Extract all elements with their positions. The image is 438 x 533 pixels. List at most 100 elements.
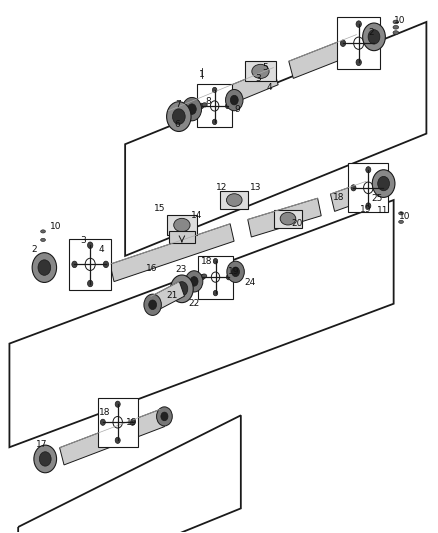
Circle shape bbox=[356, 21, 361, 27]
Circle shape bbox=[340, 40, 346, 46]
Circle shape bbox=[212, 87, 217, 93]
Text: 2: 2 bbox=[369, 28, 374, 37]
Text: 7: 7 bbox=[175, 100, 181, 109]
Text: 4: 4 bbox=[266, 83, 272, 92]
Text: 19: 19 bbox=[360, 205, 371, 214]
Text: 10: 10 bbox=[49, 222, 61, 231]
Text: 11: 11 bbox=[377, 206, 389, 215]
Circle shape bbox=[366, 167, 371, 173]
Circle shape bbox=[212, 119, 217, 125]
Circle shape bbox=[166, 102, 191, 132]
Ellipse shape bbox=[174, 219, 190, 232]
Text: 10: 10 bbox=[399, 212, 410, 221]
Circle shape bbox=[156, 407, 172, 426]
Circle shape bbox=[72, 261, 77, 268]
Ellipse shape bbox=[399, 220, 403, 223]
Polygon shape bbox=[60, 409, 164, 465]
Bar bbox=[169, 231, 195, 243]
Circle shape bbox=[372, 40, 377, 46]
Circle shape bbox=[230, 95, 238, 105]
Bar bbox=[245, 61, 276, 82]
Text: 18: 18 bbox=[99, 408, 111, 417]
Circle shape bbox=[351, 185, 356, 191]
Text: 10: 10 bbox=[394, 17, 405, 26]
Polygon shape bbox=[110, 224, 234, 281]
Circle shape bbox=[39, 452, 51, 466]
Circle shape bbox=[356, 59, 361, 66]
Bar bbox=[198, 256, 233, 298]
Circle shape bbox=[176, 281, 188, 296]
Text: 5: 5 bbox=[262, 63, 268, 71]
Bar bbox=[197, 84, 232, 127]
Ellipse shape bbox=[201, 274, 207, 278]
Text: 1: 1 bbox=[199, 70, 205, 78]
Text: 16: 16 bbox=[145, 264, 157, 273]
Circle shape bbox=[363, 23, 385, 51]
Text: 19: 19 bbox=[127, 418, 138, 427]
Polygon shape bbox=[151, 281, 184, 311]
Circle shape bbox=[34, 445, 57, 473]
Text: 3: 3 bbox=[255, 74, 261, 83]
Text: 25: 25 bbox=[371, 194, 382, 203]
Circle shape bbox=[227, 261, 244, 282]
Bar bbox=[220, 191, 248, 209]
Circle shape bbox=[100, 419, 106, 425]
Circle shape bbox=[130, 419, 135, 425]
Circle shape bbox=[199, 103, 204, 109]
Ellipse shape bbox=[41, 230, 46, 233]
Polygon shape bbox=[330, 181, 371, 212]
Ellipse shape bbox=[252, 64, 269, 78]
Bar bbox=[167, 215, 197, 235]
Circle shape bbox=[149, 300, 156, 310]
Text: 23: 23 bbox=[175, 265, 187, 274]
Ellipse shape bbox=[280, 212, 296, 225]
Ellipse shape bbox=[41, 238, 46, 241]
Text: 21: 21 bbox=[166, 291, 178, 300]
Text: 15: 15 bbox=[154, 204, 166, 213]
Circle shape bbox=[32, 253, 57, 282]
Circle shape bbox=[173, 109, 185, 124]
Bar bbox=[274, 209, 302, 228]
Text: 22: 22 bbox=[188, 299, 200, 308]
Circle shape bbox=[190, 277, 198, 286]
Circle shape bbox=[232, 267, 240, 277]
Text: 12: 12 bbox=[216, 183, 228, 192]
Circle shape bbox=[354, 37, 364, 50]
Circle shape bbox=[226, 90, 243, 111]
Circle shape bbox=[115, 401, 120, 407]
Circle shape bbox=[144, 294, 161, 316]
Circle shape bbox=[113, 416, 123, 428]
Text: 6: 6 bbox=[175, 119, 180, 128]
Text: 19: 19 bbox=[228, 268, 239, 276]
Circle shape bbox=[226, 274, 231, 280]
Text: 9: 9 bbox=[234, 104, 240, 114]
Bar bbox=[338, 18, 380, 69]
Text: 3: 3 bbox=[80, 237, 86, 246]
Circle shape bbox=[88, 242, 93, 248]
Circle shape bbox=[381, 185, 386, 191]
Text: 13: 13 bbox=[251, 183, 262, 192]
Circle shape bbox=[213, 290, 218, 296]
Text: 20: 20 bbox=[291, 220, 303, 229]
Ellipse shape bbox=[226, 193, 242, 206]
Text: 8: 8 bbox=[205, 97, 211, 106]
Circle shape bbox=[210, 101, 219, 111]
Bar bbox=[98, 398, 138, 447]
Polygon shape bbox=[289, 35, 361, 78]
Ellipse shape bbox=[399, 212, 403, 215]
Circle shape bbox=[187, 104, 196, 115]
Circle shape bbox=[213, 259, 218, 264]
Polygon shape bbox=[169, 68, 278, 128]
Circle shape bbox=[182, 98, 201, 121]
Circle shape bbox=[170, 275, 193, 303]
Bar bbox=[69, 239, 111, 290]
Polygon shape bbox=[248, 198, 321, 237]
Circle shape bbox=[378, 176, 389, 191]
Circle shape bbox=[103, 261, 109, 268]
Circle shape bbox=[185, 271, 203, 292]
Text: 2: 2 bbox=[31, 245, 36, 254]
Ellipse shape bbox=[202, 103, 207, 107]
Bar bbox=[348, 164, 389, 212]
Text: 18: 18 bbox=[333, 193, 345, 202]
Circle shape bbox=[368, 30, 380, 44]
